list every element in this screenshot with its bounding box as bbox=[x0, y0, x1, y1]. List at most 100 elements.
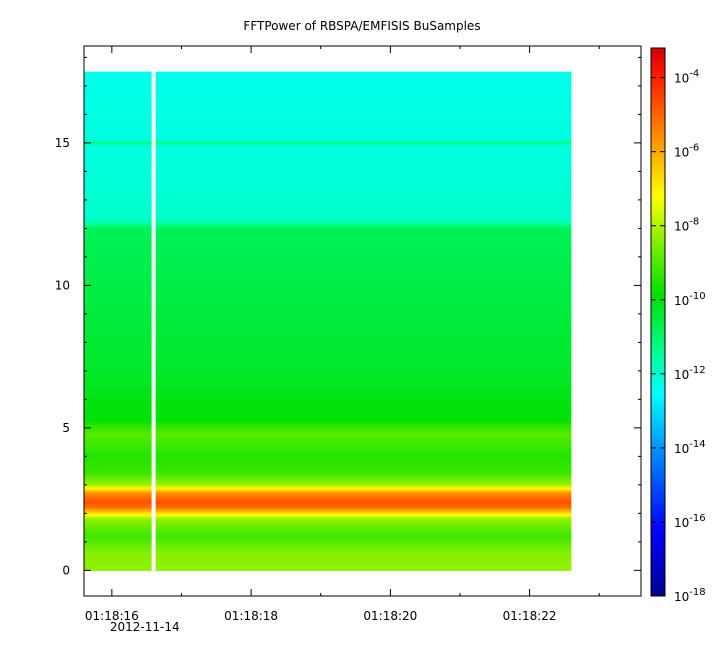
colorbar-tick-label: 10-10 bbox=[674, 291, 706, 308]
spectrogram-band bbox=[84, 527, 572, 531]
spectrogram-band bbox=[84, 249, 572, 253]
colorbar-axis: 10-4 10-6 10-8 10-10 10-12 10-14 10-16 10-18 bbox=[651, 69, 706, 604]
spectrogram-band bbox=[84, 217, 572, 221]
spectrogram-band bbox=[84, 509, 572, 513]
spectrogram-band bbox=[84, 535, 572, 539]
spectrogram-band bbox=[84, 97, 572, 101]
spectrogram-band bbox=[84, 525, 572, 529]
spectrogram-band bbox=[84, 541, 572, 545]
colorbar-tick-label: 10-14 bbox=[674, 439, 706, 456]
spectrogram-band bbox=[84, 543, 572, 547]
spectrogram-band bbox=[84, 219, 572, 223]
spectrogram-band bbox=[84, 413, 572, 417]
spectrogram-band bbox=[84, 549, 572, 553]
spectrogram-band bbox=[84, 503, 572, 507]
spectrogram-band bbox=[84, 281, 572, 285]
spectrogram-band bbox=[84, 103, 572, 107]
spectrogram-band bbox=[84, 301, 572, 305]
spectrogram-band bbox=[84, 519, 572, 523]
spectrogram-band bbox=[84, 461, 572, 465]
spectrogram-band bbox=[84, 539, 572, 543]
spectrogram-band bbox=[84, 269, 572, 273]
spectrogram-band bbox=[84, 191, 572, 195]
spectrogram-band bbox=[84, 339, 572, 343]
spectrogram-band bbox=[84, 267, 572, 271]
spectrogram-band bbox=[84, 531, 572, 535]
spectrogram-band bbox=[84, 203, 572, 207]
colorbar-tick-label: 10-18 bbox=[674, 587, 706, 604]
spectrogram-band bbox=[84, 87, 572, 91]
spectrogram-band bbox=[84, 261, 572, 265]
spectrogram-band bbox=[84, 507, 572, 511]
spectrogram-band bbox=[84, 73, 572, 77]
spectrogram-band bbox=[84, 533, 572, 537]
spectrogram-image bbox=[84, 71, 572, 571]
spectrogram-band bbox=[84, 81, 572, 85]
colorbar bbox=[650, 47, 666, 597]
spectrogram-band bbox=[84, 277, 572, 281]
spectrogram-band bbox=[84, 441, 572, 445]
spectrogram-band bbox=[84, 327, 572, 331]
spectrogram-band bbox=[84, 93, 572, 97]
spectrogram-band bbox=[84, 307, 572, 311]
spectrogram-band bbox=[84, 363, 572, 367]
x-tick-label: 01:18:16 bbox=[85, 609, 139, 623]
spectrogram-band bbox=[84, 417, 572, 421]
spectrogram-band bbox=[84, 337, 572, 341]
spectrogram-band bbox=[84, 227, 572, 231]
spectrogram-band bbox=[84, 123, 572, 127]
spectrogram-band bbox=[84, 379, 572, 383]
spectrogram-band bbox=[84, 259, 572, 263]
spectrogram-band bbox=[84, 311, 572, 315]
spectrogram-band bbox=[84, 303, 572, 307]
spectrogram-band bbox=[84, 481, 572, 485]
spectrogram-band bbox=[84, 387, 572, 391]
spectrogram-band bbox=[84, 305, 572, 309]
spectrogram-band bbox=[84, 455, 572, 459]
spectrogram-band bbox=[84, 407, 572, 411]
spectrogram-band bbox=[84, 245, 572, 249]
colorbar-tick-label: 10-12 bbox=[674, 365, 706, 382]
spectrogram-band bbox=[84, 129, 572, 133]
spectrogram-band bbox=[84, 71, 572, 75]
spectrogram-band bbox=[84, 95, 572, 99]
spectrogram-band bbox=[84, 401, 572, 405]
colorbar-tick-label: 10-16 bbox=[674, 513, 706, 530]
spectrogram-band bbox=[84, 405, 572, 409]
spectrogram-band bbox=[84, 399, 572, 403]
spectrogram-band bbox=[84, 421, 572, 425]
spectrogram-band bbox=[84, 403, 572, 407]
spectrogram-band bbox=[84, 425, 572, 429]
spectrogram-band bbox=[84, 113, 572, 117]
spectrogram-band bbox=[84, 293, 572, 297]
spectrogram-band bbox=[84, 547, 572, 551]
spectrogram-band bbox=[84, 127, 572, 131]
spectrogram-band bbox=[84, 551, 572, 555]
spectrogram-band bbox=[84, 479, 572, 483]
spectrogram-band bbox=[84, 121, 572, 125]
spectrogram-band bbox=[84, 309, 572, 313]
spectrogram-band bbox=[84, 177, 572, 181]
spectrogram-band bbox=[84, 235, 572, 239]
spectrogram-band bbox=[84, 513, 572, 517]
spectrogram-band bbox=[84, 491, 572, 495]
spectrogram-band bbox=[84, 451, 572, 455]
spectrogram-band bbox=[84, 187, 572, 191]
spectrogram-band bbox=[84, 449, 572, 453]
spectrogram-band bbox=[84, 165, 572, 169]
spectrogram-band bbox=[84, 331, 572, 335]
spectrogram-band bbox=[84, 163, 572, 167]
spectrogram-band bbox=[84, 273, 572, 277]
spectrogram-band bbox=[84, 295, 572, 299]
spectrogram-band bbox=[84, 229, 572, 233]
spectrogram-band bbox=[84, 557, 572, 561]
spectrogram-band bbox=[84, 427, 572, 431]
spectrogram-band bbox=[84, 345, 572, 349]
spectrogram-band bbox=[84, 315, 572, 319]
spectrogram-band bbox=[84, 155, 572, 159]
spectrogram-band bbox=[84, 117, 572, 121]
spectrogram-band bbox=[84, 159, 572, 163]
spectrogram-band bbox=[84, 99, 572, 103]
y-axis: 0 5 10 15 bbox=[55, 56, 641, 577]
spectrogram-band bbox=[84, 251, 572, 255]
